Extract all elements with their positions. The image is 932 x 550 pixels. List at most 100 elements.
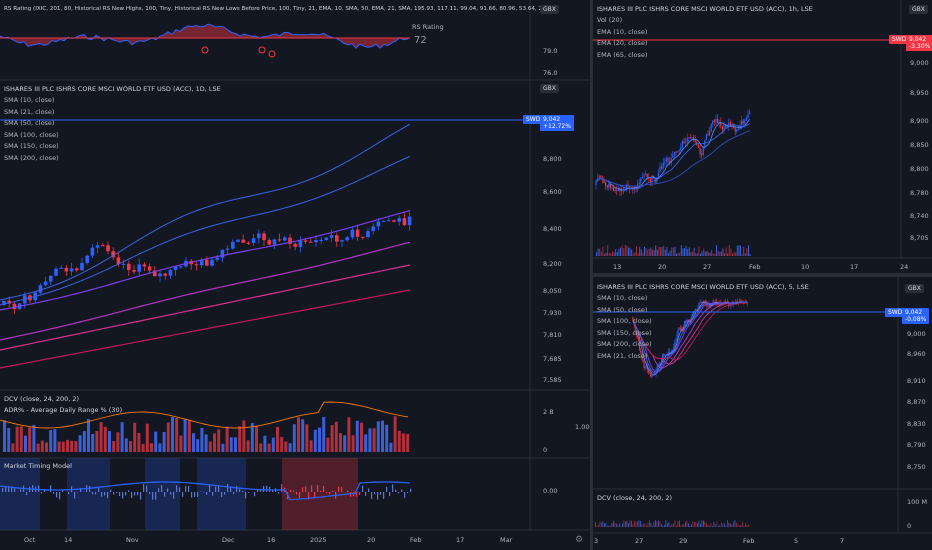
intraday-candle-body (694, 310, 696, 312)
column-divider[interactable] (590, 0, 593, 550)
intraday-volume-bar (619, 523, 620, 527)
mtm-histogram-bar (155, 492, 157, 500)
hourly-candle-body (614, 190, 616, 192)
intraday-volume-bar (727, 520, 728, 527)
indicator-sma-21[interactable]: SMA (21, close) (4, 107, 55, 116)
hourly-volume-bar (685, 245, 687, 256)
candle-body (381, 220, 386, 222)
sma-10-line (0, 123, 411, 301)
indicator-5m-sma-50[interactable]: SMA (50, close) (597, 305, 648, 314)
settings-gear-icon[interactable]: ⚙ (575, 535, 584, 545)
intraday-volume-bar (698, 520, 700, 527)
mtm-histogram-bar (119, 492, 121, 497)
intraday-candle-body (645, 365, 647, 367)
indicator-vol-20[interactable]: Vol (20) (597, 16, 623, 24)
hourly-volume-bar (652, 249, 653, 256)
currency-badge-intraday[interactable]: GBX (905, 284, 924, 293)
intraday-chart-panel[interactable]: ISHARES III PLC ISHRS CORE MSCI WORLD ET… (593, 277, 932, 550)
hourly-chart-panel[interactable]: ISHARES III PLC ISHRS CORE MSCI WORLD ET… (593, 0, 932, 273)
rs-rating-header: RS Rating (IXIC, 201, 80, Historical RS … (4, 6, 557, 12)
hourly-volume-bar (653, 249, 655, 256)
mtm-histogram-bar (305, 486, 307, 492)
hourly-volume-bar (605, 252, 607, 256)
indicator-ema-65[interactable]: EMA (65, close) (597, 50, 648, 59)
mtm-histogram-bar (89, 485, 91, 492)
hourly-candle-body (661, 166, 663, 169)
indicator-sma-150[interactable]: SMA (150, close) (4, 142, 59, 150)
intraday-volume-bar (707, 524, 709, 527)
intraday-axis-8750: 8,750 (907, 463, 926, 471)
currency-badge-rs[interactable]: GBX (540, 5, 559, 14)
indicator-ema-10[interactable]: EMA (10, close) (597, 27, 648, 36)
intraday-candle-body (691, 314, 693, 317)
currency-badge-hourly[interactable]: GBX (909, 5, 928, 14)
intraday-candle-body (639, 340, 641, 350)
hourly-volume-bar (748, 245, 749, 256)
intraday-volume-bar (742, 521, 743, 527)
intraday-volume-bar (656, 521, 658, 527)
indicator-sma-200[interactable]: SMA (200, close) (4, 153, 59, 162)
intraday-volume-bar (721, 522, 722, 527)
intraday-candle-body (708, 304, 710, 307)
hourly-volume-bar (631, 249, 633, 256)
hourly-volume-bar (637, 253, 639, 256)
indicator-sma-100[interactable]: SMA (100, close) (4, 130, 59, 139)
left-chart-panel[interactable]: RS Rating (IXIC, 201, 80, Historical RS … (0, 0, 590, 550)
hourly-candle-body (749, 111, 751, 115)
intraday-candle-body (667, 352, 669, 355)
intraday-candle-body (680, 328, 682, 330)
hourly-volume-bar (728, 245, 730, 256)
indicator-sma-10[interactable]: SMA (10, close) (4, 96, 55, 104)
indicator-5m-sma-200[interactable]: SMA (200, close) (597, 340, 652, 348)
mtm-histogram-bar (194, 492, 196, 497)
intraday-volume-bar (688, 523, 689, 527)
candle-body (402, 218, 407, 226)
candle-body (194, 264, 199, 266)
intraday-volume-bar (614, 522, 616, 527)
candle-body (75, 268, 79, 271)
intraday-volume-bar (739, 525, 740, 527)
intraday-chart-canvas[interactable] (593, 277, 932, 550)
indicator-sma-50[interactable]: SMA (50, close) (4, 119, 55, 127)
currency-badge-daily[interactable]: GBX (540, 84, 559, 93)
hourly-candle-body (713, 120, 715, 122)
intraday-volume-bar (706, 523, 707, 527)
intraday-candle-body (661, 359, 663, 363)
indicator-5m-ema-21[interactable]: EMA (21, close) (597, 351, 648, 360)
mtm-histogram-bar (161, 484, 163, 492)
intraday-volume-bar (671, 524, 673, 527)
mtm-histogram-bar (41, 492, 43, 494)
candle-body (59, 267, 63, 269)
x-20: 20 (367, 536, 376, 544)
hourly-chart-canvas[interactable] (593, 0, 932, 273)
candle-body (309, 241, 313, 243)
hourly-volume-bar (735, 252, 737, 256)
candle-body (90, 247, 95, 256)
hourly-candle-body (745, 117, 747, 121)
row-divider[interactable] (593, 273, 932, 277)
volume-bar (318, 427, 321, 452)
left-chart-canvas[interactable] (0, 0, 590, 550)
indicator-5m-sma-10[interactable]: SMA (10, close) (597, 294, 648, 302)
hourly-volume-bar (703, 248, 705, 256)
mtm-histogram-bar (407, 492, 409, 494)
hourly-candle-body (613, 187, 615, 191)
mtm-histogram-bar (254, 492, 256, 497)
mtm-histogram-bar (53, 492, 55, 494)
candle-body (38, 285, 43, 293)
hourly-volume-bar (682, 248, 684, 256)
indicator-ema-20[interactable]: EMA (20, close) (597, 39, 648, 47)
indicator-5m-sma-100[interactable]: SMA (100, close) (597, 317, 652, 325)
volume-bar (162, 431, 166, 452)
volume-bar (343, 435, 347, 452)
mtm-histogram-bar (197, 492, 199, 497)
hourly-candle-body (694, 139, 696, 142)
indicator-5m-sma-150[interactable]: SMA (150, close) (597, 328, 652, 337)
hourly-volume-bar (664, 249, 666, 256)
mtm-line (0, 481, 411, 501)
mtm-histogram-bar (347, 490, 349, 492)
hourly-volume-bar (733, 252, 735, 256)
mtm-histogram-bar (386, 486, 388, 492)
volume-bar (225, 426, 229, 452)
hourly-volume-bar (612, 251, 613, 256)
